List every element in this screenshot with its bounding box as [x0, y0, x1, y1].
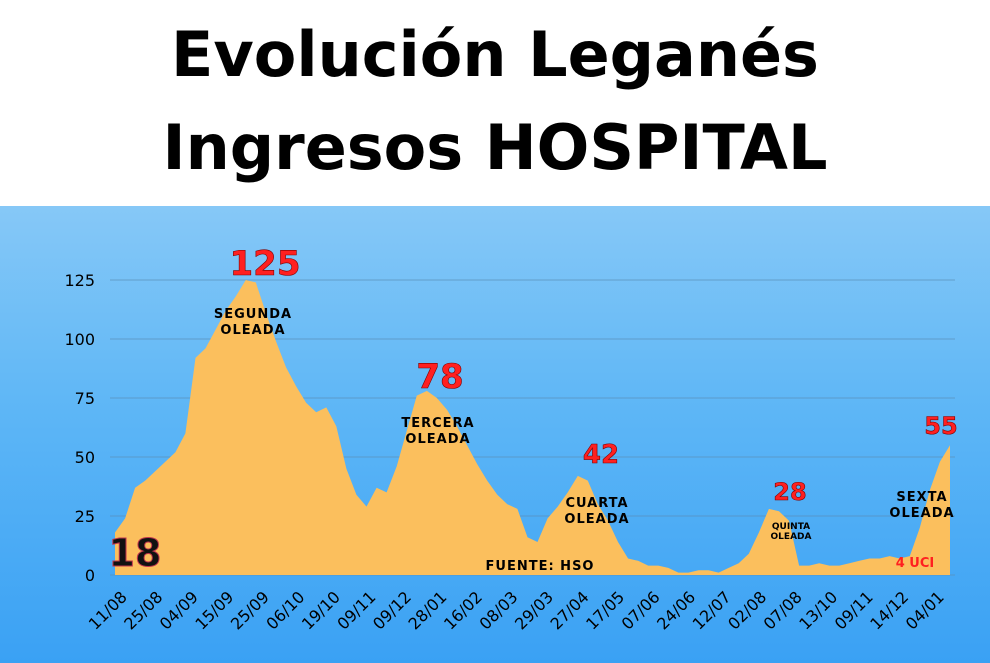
peak-label: 78 — [416, 357, 463, 397]
x-tick-label: 16/02 — [440, 587, 486, 633]
title-area: Evolución Leganés Ingresos HOSPITAL — [0, 0, 990, 206]
x-tick-label: 14/12 — [866, 587, 912, 633]
start-value-label: 18 — [109, 531, 162, 575]
area-chart: 0 25 50 75 100 125 11/0825/0804/0915/0925/0906… — [64, 244, 958, 634]
x-tick-label: 08/03 — [476, 587, 522, 633]
x-tick-label: 19/10 — [298, 587, 344, 633]
area-series — [115, 280, 950, 575]
x-tick-label: 07/06 — [618, 587, 664, 633]
x-tick-label: 06/10 — [262, 587, 308, 633]
y-tick-label: 25 — [75, 507, 95, 526]
y-tick-label: 125 — [64, 271, 95, 290]
wave-annotation: TERCERA — [401, 416, 474, 431]
x-tick-label: 02/08 — [724, 587, 770, 633]
x-tick-label: 07/08 — [760, 587, 806, 633]
peak-label: 55 — [924, 412, 957, 440]
x-tick-label: 25/08 — [120, 587, 166, 633]
wave-annotation: SEXTA — [896, 490, 947, 505]
peak-label: 28 — [773, 478, 806, 506]
x-tick-label: 28/01 — [404, 587, 450, 633]
chart-area: 0 25 50 75 100 125 11/08 25/08 04/09 15/09 25/09 06… — [0, 206, 990, 663]
source-label: FUENTE: HSO — [486, 559, 595, 574]
wave-annotation: OLEADA — [889, 506, 954, 521]
x-tick-label: 09/12 — [369, 587, 415, 633]
x-tick-label: 09/11 — [333, 587, 379, 633]
wave-annotation: OLEADA — [220, 323, 285, 338]
x-tick-label: 12/07 — [689, 587, 735, 633]
x-tick-label: 04/09 — [156, 587, 202, 633]
wave-annotation: OLEADA — [405, 432, 470, 447]
x-tick-label: 24/06 — [653, 587, 699, 633]
chart-title-line2: Ingresos HOSPITAL — [162, 111, 828, 184]
y-tick-label: 100 — [64, 330, 95, 349]
peak-label: 125 — [230, 244, 301, 284]
x-tick-label: 15/09 — [191, 587, 237, 633]
x-tick-label: 17/05 — [582, 587, 628, 633]
wave-annotation: CUARTA — [565, 496, 628, 511]
wave-annotation: OLEADA — [564, 512, 629, 527]
wave-annotation: SEGUNDA — [214, 307, 292, 322]
uci-note: 4 UCI — [896, 556, 935, 571]
x-tick-label: 09/11 — [831, 587, 877, 633]
x-tick-label: 27/04 — [547, 587, 593, 633]
x-tick-label: 29/03 — [511, 587, 557, 633]
x-tick-label: 11/08 — [85, 587, 131, 633]
y-tick-label: 0 — [85, 566, 95, 585]
x-tick-label: 25/09 — [227, 587, 273, 633]
y-tick-label: 50 — [75, 448, 95, 467]
y-tick-label: 75 — [75, 389, 95, 408]
x-tick-label: 04/01 — [902, 587, 948, 633]
peak-label: 42 — [583, 440, 619, 470]
chart-title-line1: Evolución Leganés — [171, 18, 819, 91]
x-tick-label: 13/10 — [795, 587, 841, 633]
wave-annotation: QUINTA — [772, 522, 810, 532]
wave-annotation: OLEADA — [771, 532, 812, 542]
